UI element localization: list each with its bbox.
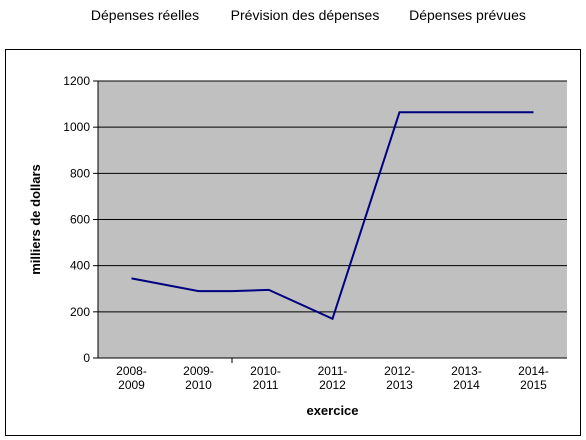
x-tick-label: 2013-2014 xyxy=(451,364,482,392)
series-line xyxy=(131,111,534,321)
phase-label-planned: Dépenses prévues xyxy=(409,7,526,23)
y-tick-label: 200 xyxy=(70,305,90,319)
x-tick-label: 2012-2013 xyxy=(384,364,415,392)
y-tick-label: 800 xyxy=(70,166,90,180)
y-tick-label: 0 xyxy=(83,351,90,365)
y-axis-title: milliers de dollars xyxy=(28,164,43,275)
x-tick-label: 2008-2009 xyxy=(116,364,147,392)
phase-label-actual: Dépenses réelles xyxy=(90,7,200,23)
x-tick-label: 2010-2011 xyxy=(250,364,281,392)
x-tick-label: 2009-2010 xyxy=(183,364,214,392)
x-tick-label: 2011-2012 xyxy=(318,364,348,392)
y-tick-labels: 0 200 400 600 800 1000 1200 xyxy=(63,74,90,365)
y-tick-label: 1000 xyxy=(63,120,90,134)
y-tick-label: 1200 xyxy=(63,74,90,88)
x-tick-labels: 2008-2009 2009-2010 2010-2011 2011-2012 2012… xyxy=(116,364,549,392)
x-axis-title: exercice xyxy=(306,403,358,418)
x-tick-label: 2014-2015 xyxy=(518,364,549,392)
y-tick-label: 600 xyxy=(70,213,90,227)
y-tick-label: 400 xyxy=(70,259,90,273)
axes xyxy=(93,80,567,363)
phase-label-forecast: Prévision des dépenses xyxy=(230,7,380,23)
